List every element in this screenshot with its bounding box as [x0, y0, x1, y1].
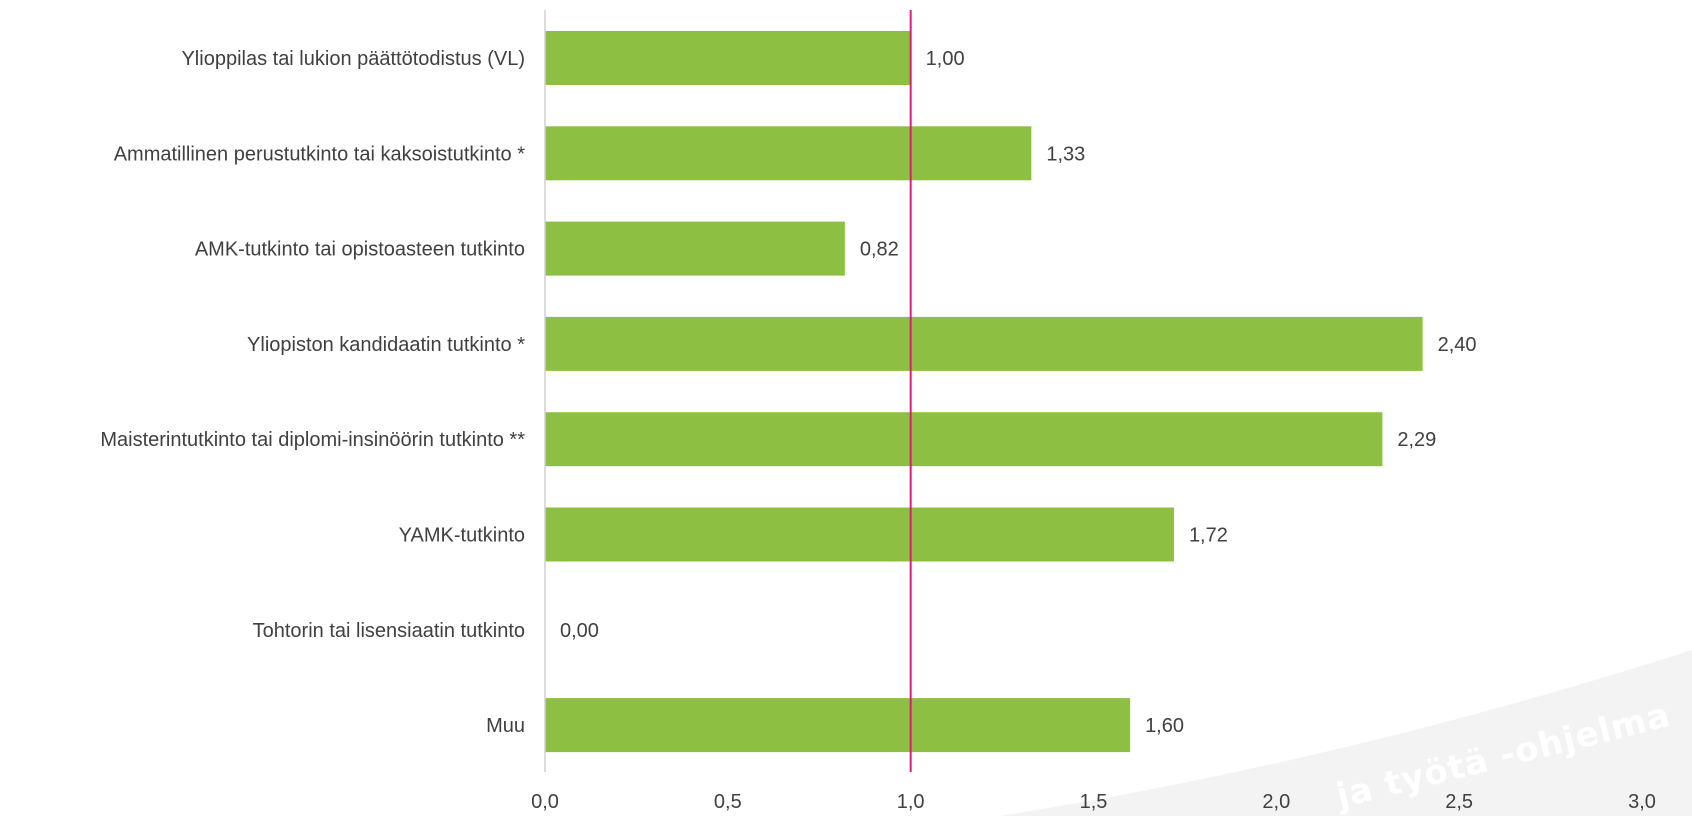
data-label-5: 2,29 [1397, 429, 1436, 451]
x-tick-label-6: 2,5 [1445, 791, 1473, 813]
x-tick-label-3: 1,0 [897, 791, 925, 813]
data-label-3: 0,82 [860, 239, 899, 261]
bar-5 [545, 412, 1383, 467]
category-label-6: YAMK-tutkinto [399, 525, 525, 547]
bar-6 [545, 507, 1174, 562]
x-tick-label-2: 0,5 [714, 791, 742, 813]
x-tick-label-5: 2,0 [1262, 791, 1290, 813]
category-label-5: Maisterintutkinto tai diplomi-insinöörin… [100, 429, 525, 451]
bar-4 [545, 316, 1423, 371]
category-label-8: Muu [486, 715, 525, 737]
bars-group [545, 31, 1423, 753]
data-label-8: 1,60 [1145, 715, 1184, 737]
x-tick-label-7: 3,0 [1628, 791, 1656, 813]
bar-3 [545, 221, 845, 276]
x-tick-label-1: 0,0 [531, 791, 559, 813]
category-label-4: Yliopiston kandidaatin tutkinto * [247, 334, 525, 356]
category-label-7: Tohtorin tai lisensiaatin tutkinto [253, 620, 525, 642]
data-label-7: 0,00 [560, 620, 599, 642]
x-axis-ticks-group: 0,0 0,5 1,0 1,5 2,0 2,5 3,0 [531, 791, 1656, 813]
bar-8 [545, 698, 1131, 753]
bar-2 [545, 126, 1032, 181]
data-label-2: 1,33 [1046, 143, 1085, 165]
category-label-3: AMK-tutkinto tai opistoasteen tutkinto [195, 239, 525, 261]
bar-1 [545, 31, 911, 85]
data-label-6: 1,72 [1189, 525, 1228, 547]
category-label-1: Ylioppilas tai lukion päättötodistus (VL… [181, 48, 525, 70]
category-label-2: Ammatillinen perustutkinto tai kaksoistu… [114, 143, 526, 165]
watermark-band [1000, 650, 1692, 816]
data-label-1: 1,00 [926, 48, 965, 70]
data-label-4: 2,40 [1438, 334, 1477, 356]
x-tick-label-4: 1,5 [1080, 791, 1108, 813]
labels-group: Ylioppilas tai lukion päättötodistus (VL… [100, 48, 1476, 737]
